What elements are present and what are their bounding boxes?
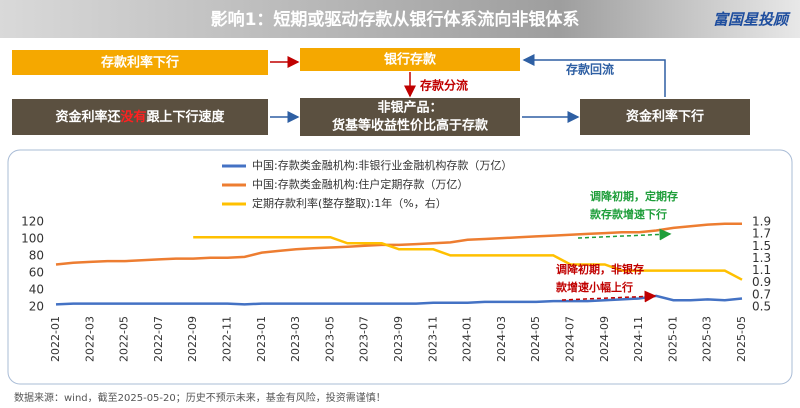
arrow xyxy=(522,54,666,97)
node-box xyxy=(12,99,268,135)
series-line xyxy=(55,222,742,266)
x-tick-label: 2024-01 xyxy=(461,316,474,362)
x-tick-label: 2022-07 xyxy=(152,316,165,362)
annotation: 款存款增速下行 xyxy=(590,207,667,221)
y-tick-label: 60 xyxy=(29,266,44,280)
y2-tick-label: 0.9 xyxy=(752,275,771,289)
legend-label: 中国:存款类金融机构:非银行业金融机构存款（万亿） xyxy=(252,158,512,172)
x-tick-label: 2023-07 xyxy=(358,316,371,362)
node-box xyxy=(580,99,750,135)
legend-label: 定期存款利率(整存整取):1年（%，右） xyxy=(252,196,447,210)
y-tick-label: 40 xyxy=(29,283,44,297)
node-label: 银行存款 xyxy=(384,52,437,68)
node-box xyxy=(300,48,520,71)
x-tick-label: 2022-03 xyxy=(83,316,96,362)
x-tick-label: 2024-09 xyxy=(598,316,611,362)
annotation-arrow xyxy=(561,290,657,303)
y2-tick-label: 1.3 xyxy=(752,251,771,265)
y2-tick-label: 1.9 xyxy=(752,215,771,229)
series-line xyxy=(55,294,743,306)
x-tick-label: 2024-07 xyxy=(564,316,577,362)
footer-note: 数据来源：wind，截至2025-05-20；历史不预示未来，基金有风险，投资需… xyxy=(14,391,386,404)
annotation: 调降初期，定期存 xyxy=(590,189,678,203)
x-tick-label: 2024-11 xyxy=(632,316,645,362)
y2-tick-label: 0.5 xyxy=(752,300,771,314)
x-tick-label: 2022-09 xyxy=(186,316,199,362)
node-box xyxy=(300,98,520,136)
annotation-arrow xyxy=(577,228,672,241)
node-label-part: 没有 xyxy=(120,109,146,125)
y-tick-label: 100 xyxy=(21,232,44,246)
node-label: 非银产品： xyxy=(377,100,442,116)
node-label: 资金利率还没有跟上下行速度 xyxy=(55,109,225,125)
node-label: 资金利率下行 xyxy=(626,109,704,125)
y2-tick-label: 1.5 xyxy=(752,239,771,253)
x-tick-label: 2022-11 xyxy=(221,316,234,362)
x-tick-label: 2025-01 xyxy=(666,316,679,362)
node-label: 货基等收益性价比高于存款 xyxy=(332,118,489,134)
y-tick-label: 120 xyxy=(21,215,44,229)
logo: 富国星投顾 xyxy=(713,11,791,29)
x-tick-label: 2022-05 xyxy=(118,316,131,362)
annotation: 调降初期，非银存 xyxy=(556,262,644,276)
y-tick-label: 80 xyxy=(29,249,44,263)
y2-tick-label: 1.1 xyxy=(752,263,771,277)
node-label-part: 跟上下行速度 xyxy=(147,109,226,125)
chart-frame xyxy=(7,149,793,385)
x-tick-label: 2023-01 xyxy=(255,316,268,362)
annotation: 款增速小幅上行 xyxy=(556,280,633,294)
x-tick-label: 2023-11 xyxy=(426,316,439,362)
x-tick-label: 2025-05 xyxy=(735,316,748,362)
node-label: 存款利率下行 xyxy=(101,55,179,71)
y-tick-label: 20 xyxy=(29,300,44,314)
x-tick-label: 2022-01 xyxy=(49,316,62,362)
y2-tick-label: 0.7 xyxy=(752,287,771,301)
x-tick-label: 2023-05 xyxy=(323,316,336,362)
y2-tick-label: 1.7 xyxy=(752,227,771,241)
node-label-part: 资金利率还 xyxy=(55,109,121,125)
legend-label: 中国:存款类金融机构:住户定期存款（万亿） xyxy=(252,177,468,191)
series-line xyxy=(193,235,743,281)
edge-label: 存款回流 xyxy=(565,62,614,77)
header-bar xyxy=(0,0,800,38)
x-tick-label: 2025-03 xyxy=(701,316,714,362)
node-box xyxy=(12,50,268,75)
x-tick-label: 2023-09 xyxy=(392,316,405,362)
header-title: 影响1：短期或驱动存款从银行体系流向非银体系 xyxy=(211,9,580,30)
x-tick-label: 2024-03 xyxy=(495,316,508,362)
x-tick-label: 2023-03 xyxy=(289,316,302,362)
edge-label: 存款分流 xyxy=(419,78,468,93)
x-tick-label: 2024-05 xyxy=(529,316,542,362)
